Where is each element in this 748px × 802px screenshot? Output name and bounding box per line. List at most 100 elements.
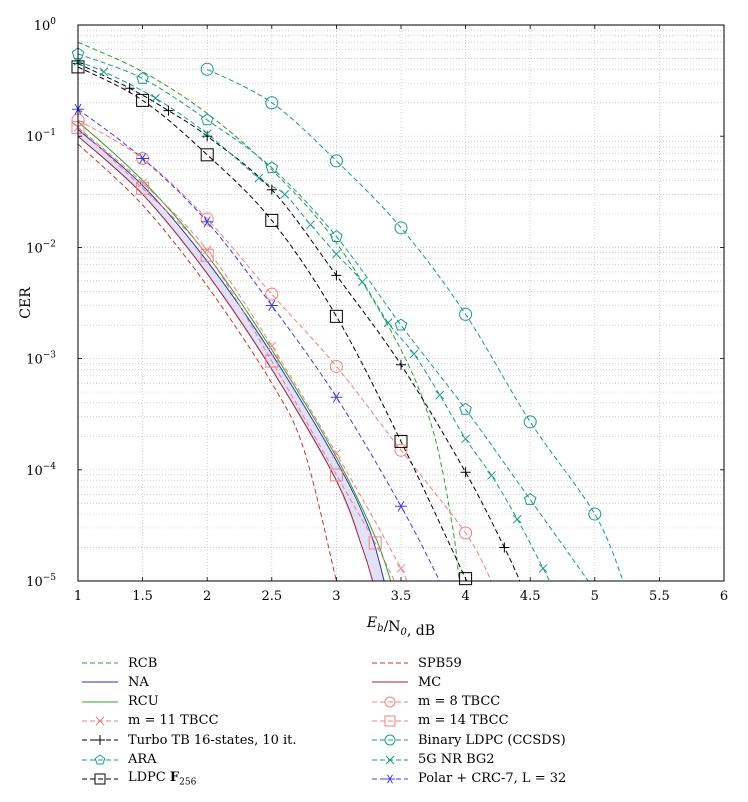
data-point	[459, 526, 473, 540]
data-point	[265, 300, 278, 311]
series-line	[206, 68, 624, 581]
data-point	[460, 467, 471, 478]
shaded-band	[78, 129, 385, 581]
y-tick-label: 10−3	[26, 351, 56, 368]
x-tick-label: 3.5	[391, 589, 412, 604]
data-point	[200, 148, 214, 162]
data-point	[254, 173, 264, 183]
data-point	[200, 212, 214, 226]
series-line	[78, 53, 589, 581]
x-tick-label: 5	[591, 589, 599, 604]
data-point	[461, 434, 470, 444]
data-point	[512, 514, 522, 524]
data-point	[329, 154, 343, 168]
data-point	[331, 270, 342, 281]
data-point	[332, 449, 341, 458]
data-point	[383, 318, 393, 328]
data-point	[523, 415, 537, 429]
data-point	[329, 468, 343, 482]
data-point	[202, 245, 212, 255]
data-point	[357, 277, 367, 287]
data-point	[265, 354, 279, 368]
y-tick-label: 10−4	[26, 462, 56, 479]
series-line	[78, 127, 395, 581]
data-point	[306, 220, 315, 230]
data-point	[368, 536, 382, 550]
data-point	[267, 341, 277, 351]
data-point	[200, 113, 214, 126]
series-line	[78, 119, 492, 581]
grid	[77, 25, 725, 582]
series-line	[78, 63, 521, 581]
data-point	[163, 105, 174, 116]
x-tick-label: 3	[332, 589, 340, 604]
x-tick-label: 2	[203, 589, 211, 604]
data-point	[396, 563, 406, 573]
data-point	[329, 309, 343, 323]
series-line	[78, 127, 408, 581]
x-tick-label: 5.5	[649, 589, 670, 604]
x-tick-label: 4.5	[520, 589, 541, 604]
series-line	[78, 121, 392, 581]
data-point	[202, 131, 213, 142]
data-point	[151, 93, 160, 103]
y-tick-exponent: −3	[43, 351, 57, 361]
data-point	[265, 96, 279, 110]
x-tick-label: 1.5	[132, 589, 153, 604]
y-axis-label: CER	[18, 287, 34, 319]
axis-labels: Eb/N0, dB CER	[18, 287, 435, 639]
x-tick-label: 2.5	[261, 589, 282, 604]
data-point	[280, 189, 290, 199]
y-tick-exponent: −5	[43, 573, 57, 583]
series-line	[78, 41, 460, 581]
series-line	[78, 66, 468, 581]
data-point	[459, 402, 472, 415]
x-axis-label: Eb/N0, dB	[366, 615, 435, 639]
y-tick-exponent: −4	[43, 462, 57, 472]
data-point	[394, 318, 408, 331]
y-tick-label: 10−1	[26, 128, 56, 145]
data-point	[136, 181, 150, 195]
data-point	[201, 216, 214, 228]
data-point	[330, 391, 343, 403]
plot-frame	[77, 24, 725, 582]
data-point	[394, 434, 408, 448]
data-point	[332, 249, 341, 259]
y-tick-label: 10−2	[26, 239, 56, 256]
data-point	[487, 471, 496, 480]
data-point	[124, 83, 135, 94]
data-point	[136, 93, 150, 107]
data-point	[266, 184, 277, 195]
data-point	[538, 563, 548, 573]
data-point	[136, 71, 149, 84]
data-point	[265, 161, 279, 174]
data-point	[71, 103, 85, 115]
data-point	[330, 229, 343, 242]
series-line	[78, 143, 337, 581]
data-point	[523, 492, 537, 505]
data-point	[200, 248, 214, 262]
x-tick-label: 6	[720, 589, 728, 604]
data-point	[99, 67, 109, 77]
data-point	[435, 390, 445, 400]
data-point	[409, 349, 419, 359]
data-point	[588, 507, 602, 521]
data-point	[499, 542, 510, 553]
y-tick-exponent: 0	[50, 17, 56, 27]
data-point	[265, 287, 279, 301]
y-tick-exponent: −1	[43, 128, 56, 138]
na-mc-shaded-region	[78, 129, 385, 581]
y-tick-exponent: −2	[43, 239, 56, 249]
y-tick-label: 10−5	[26, 573, 56, 590]
x-tick-label: 4	[461, 589, 469, 604]
data-point	[136, 153, 149, 164]
data-point	[396, 359, 406, 370]
data-point	[138, 178, 147, 188]
x-tick-labels: 1 1.5 2 2.5 3 3.5 4 4.5 5 5.5 6	[74, 25, 728, 604]
data-point	[459, 307, 473, 321]
x-tick-label: 1	[74, 589, 82, 604]
data-point	[200, 62, 214, 76]
data-point	[394, 221, 408, 235]
data-point	[329, 359, 343, 373]
